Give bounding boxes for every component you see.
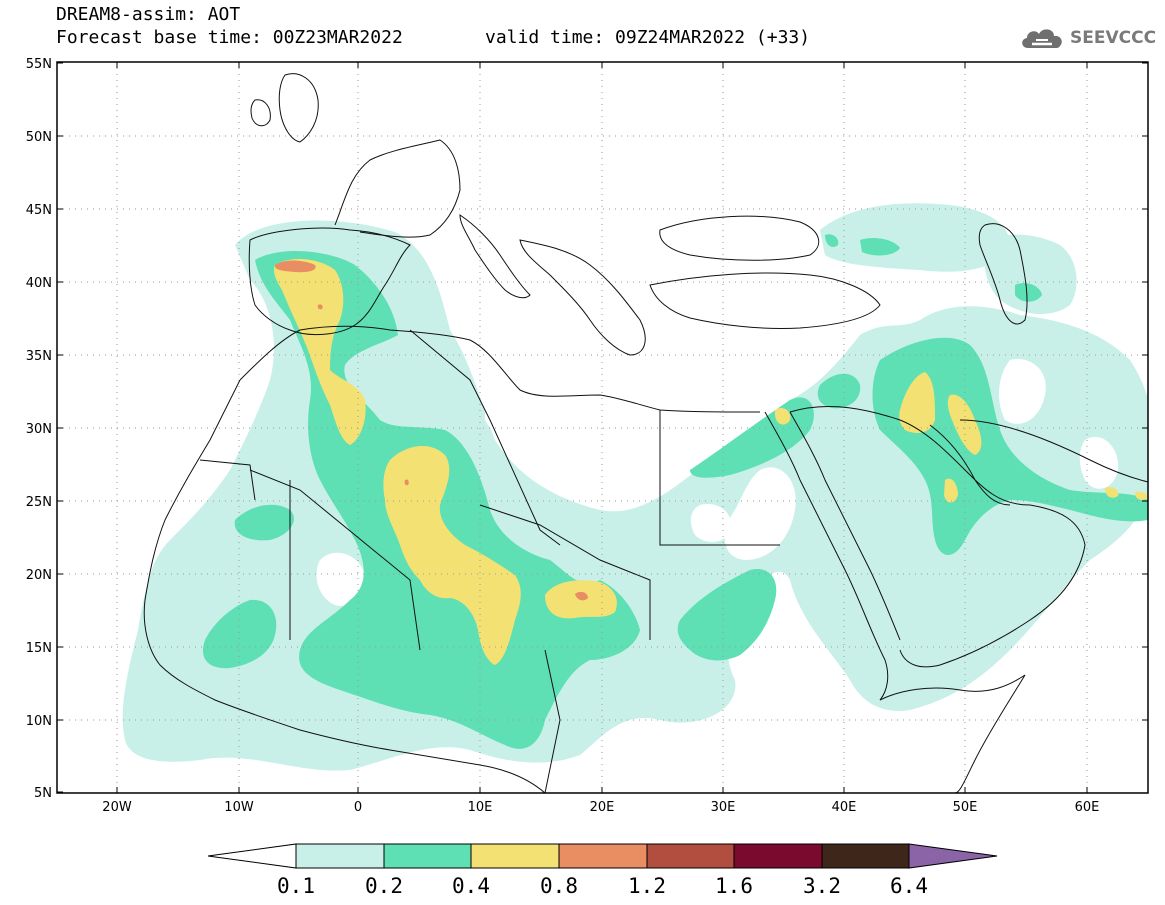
lon-label: 10E [468,800,493,815]
colorbar-label: 6.4 [890,874,928,898]
valid-time: valid time: 09Z24MAR2022 (+33) [485,27,811,48]
lon-label: 30E [711,800,736,815]
latitude-labels: 5N 10N 15N 20N 25N 30N 35N 40N 45N 50N 5… [26,57,52,801]
lon-label: 60E [1075,800,1100,815]
lon-label: 50E [953,800,978,815]
lat-label: 50N [26,130,52,145]
colorbar-label: 1.2 [628,874,666,898]
lat-label: 10N [26,714,52,729]
lat-label: 35N [26,349,52,364]
lon-label: 10W [224,800,254,815]
forecast-base-time: Forecast base time: 00Z23MAR2022 [56,27,403,48]
lat-label: 20N [26,568,52,583]
colorbar-swatch-0.8 [558,843,648,869]
colorbar-label: 0.4 [452,874,490,898]
aot-clear-areas [316,359,1119,606]
aot-field [122,203,1148,771]
colorbar: 0.1 0.2 0.4 0.8 1.2 1.6 3.2 6.4 [207,843,998,898]
colorbar-swatch-0.4 [470,843,560,869]
lat-label: 30N [26,422,52,437]
lat-label: 40N [26,276,52,291]
colorbar-above-triangle [908,843,998,869]
lat-label: 25N [26,495,52,510]
lon-label: 0 [354,800,362,815]
tick-marks [57,62,1148,793]
cloud-icon [1022,29,1062,48]
colorbar-swatch-1.6 [733,843,823,869]
colorbar-label: 3.2 [803,874,841,898]
lon-label: 40E [832,800,857,815]
longitude-labels: 20W 10W 0 10E 20E 30E 40E 50E 60E [102,800,1099,815]
lon-label: 20W [102,800,132,815]
seevccc-logo: SEEVCCC [1018,24,1158,54]
colorbar-swatch-3.2 [821,843,910,869]
lat-label: 55N [26,57,52,72]
aot-level-0.8 [274,260,588,601]
logo-text: SEEVCCC [1070,28,1157,48]
colorbar-swatch-1.2 [646,843,735,869]
colorbar-swatch-0.1 [295,843,385,869]
lat-label: 15N [26,641,52,656]
map-title: DREAM8-assim: AOT [56,4,241,25]
lat-label: 5N [34,786,52,801]
lat-label: 45N [26,203,52,218]
colorbar-label: 1.6 [715,874,753,898]
colorbar-label: 0.8 [540,874,578,898]
colorbar-label: 0.2 [365,874,403,898]
colorbar-swatch-0.2 [383,843,472,869]
colorbar-below-triangle [207,843,297,869]
aot-level-0.4 [273,258,1148,665]
coastlines [143,73,1148,793]
colorbar-label: 0.1 [277,874,315,898]
aot-level-0.2 [202,234,1148,749]
lon-label: 20E [590,800,615,815]
